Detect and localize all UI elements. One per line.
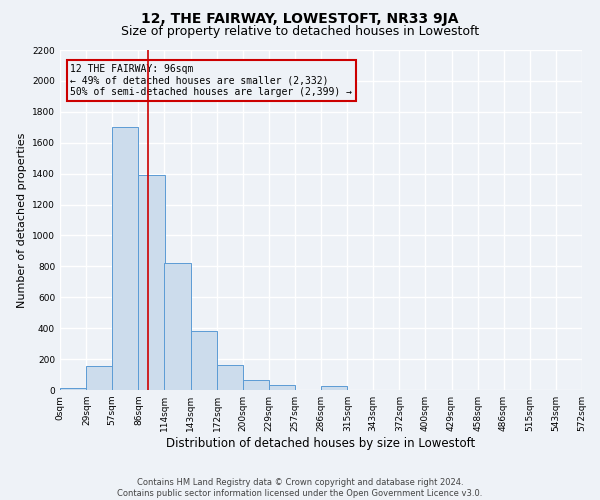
Bar	[217, 366, 244, 390]
X-axis label: Distribution of detached houses by size in Lowestoft: Distribution of detached houses by size …	[166, 437, 476, 450]
Text: Size of property relative to detached houses in Lowestoft: Size of property relative to detached ho…	[121, 25, 479, 38]
Bar	[321, 386, 347, 390]
Bar	[191, 332, 217, 390]
Bar	[112, 128, 139, 390]
Y-axis label: Number of detached properties: Number of detached properties	[17, 132, 26, 308]
Text: 12 THE FAIRWAY: 96sqm
← 49% of detached houses are smaller (2,332)
50% of semi-d: 12 THE FAIRWAY: 96sqm ← 49% of detached …	[70, 64, 352, 97]
Bar	[60, 388, 86, 390]
Bar	[242, 380, 269, 390]
Bar	[86, 366, 113, 390]
Bar	[139, 175, 165, 390]
Text: Contains HM Land Registry data © Crown copyright and database right 2024.
Contai: Contains HM Land Registry data © Crown c…	[118, 478, 482, 498]
Bar	[164, 264, 191, 390]
Text: 12, THE FAIRWAY, LOWESTOFT, NR33 9JA: 12, THE FAIRWAY, LOWESTOFT, NR33 9JA	[141, 12, 459, 26]
Bar	[269, 386, 295, 390]
